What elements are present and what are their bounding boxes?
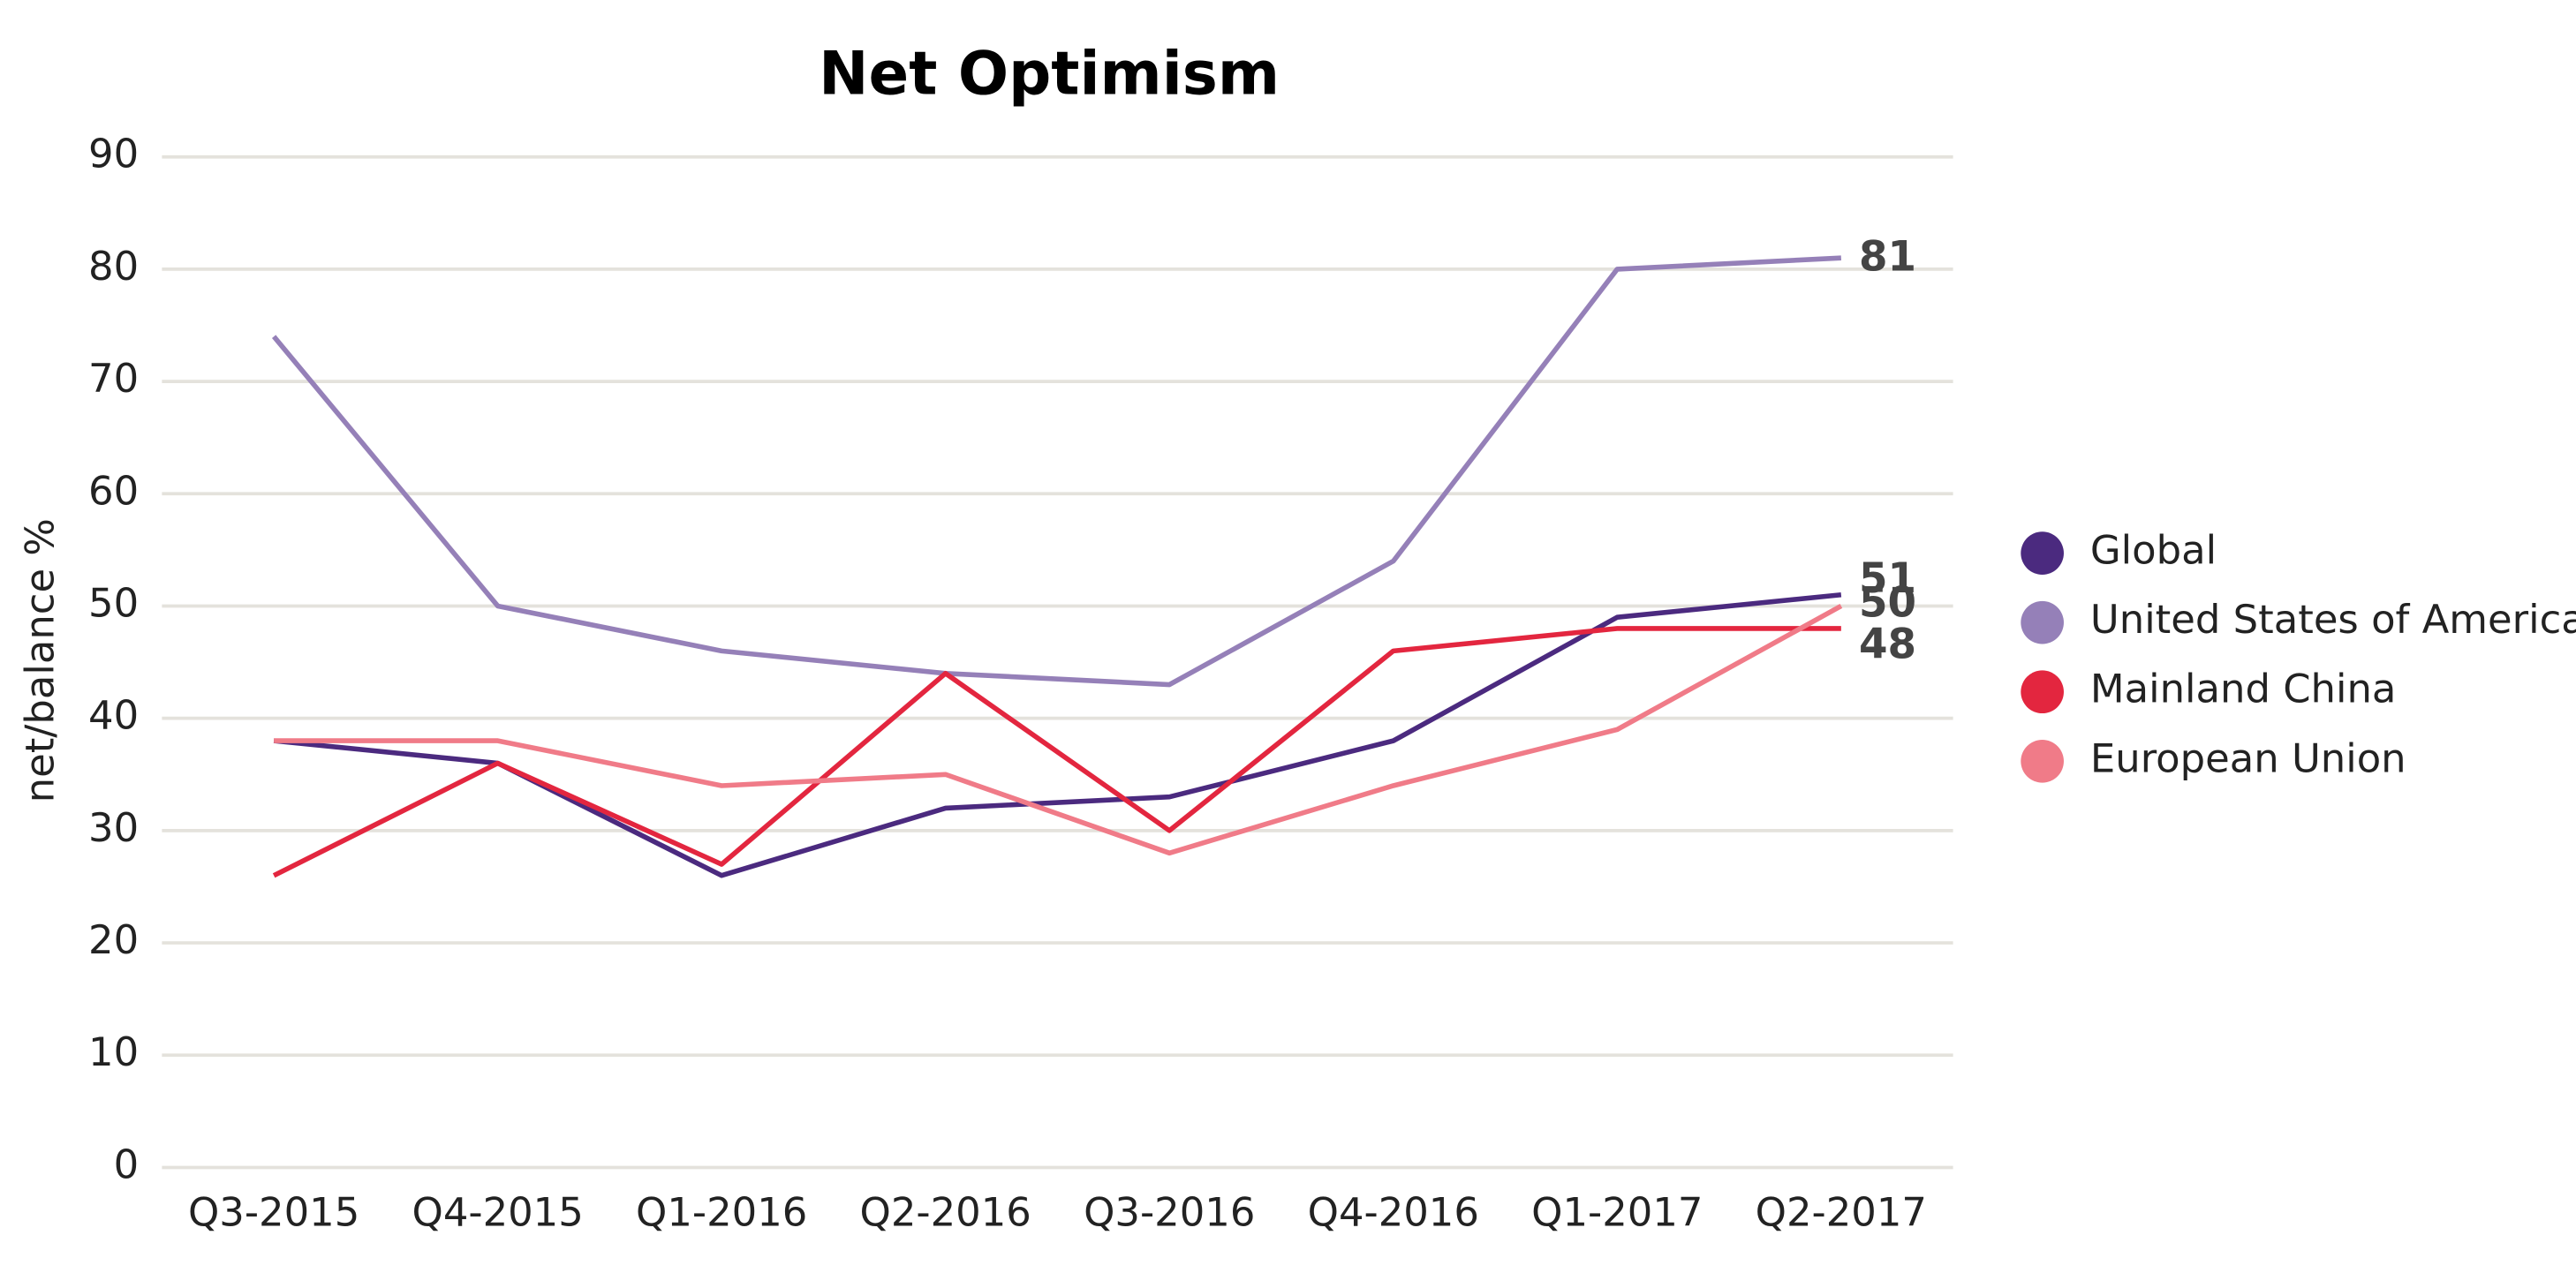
x-tick-label: Q4-2016 (1308, 1189, 1479, 1236)
legend-label: United States of America (2090, 596, 2576, 643)
legend-swatch (2021, 531, 2064, 575)
end-label: 50 (1859, 580, 1916, 628)
legend-label: European Union (2090, 734, 2406, 781)
y-axis-label: net/balance % (17, 518, 64, 802)
legend-label: Global (2090, 527, 2217, 574)
y-tick-label: 10 (88, 1028, 139, 1075)
y-tick-label: 60 (88, 467, 139, 514)
y-tick-label: 0 (114, 1141, 140, 1187)
end-label: 51 (1859, 555, 1916, 603)
x-tick-label: Q4-2015 (412, 1189, 584, 1236)
series-line (272, 626, 1841, 878)
y-tick-label: 20 (88, 916, 139, 963)
legend-label: Mainland China (2090, 666, 2397, 712)
chart-title: Net Optimism (819, 38, 1280, 108)
series-line (271, 255, 1841, 688)
x-tick-label: Q2-2017 (1756, 1189, 1927, 1236)
x-tick-label: Q1-2016 (636, 1189, 807, 1236)
y-tick-label: 80 (88, 243, 139, 290)
y-tick-label: 70 (88, 355, 139, 402)
x-tick-label: Q3-2016 (1084, 1189, 1255, 1236)
y-tick-label: 50 (88, 579, 139, 626)
end-label: 81 (1859, 234, 1916, 282)
x-tick-label: Q1-2017 (1531, 1189, 1703, 1236)
x-tick-label: Q3-2015 (188, 1189, 359, 1236)
series-line (274, 604, 1843, 856)
y-tick-label: 30 (88, 804, 139, 851)
y-tick-label: 90 (88, 131, 139, 177)
legend-swatch (2021, 739, 2064, 783)
y-tick-label: 40 (88, 692, 139, 739)
x-tick-label: Q2-2016 (860, 1189, 1031, 1236)
end-label: 48 (1859, 621, 1916, 668)
series-line (273, 591, 1842, 878)
legend-swatch (2021, 670, 2064, 714)
legend-swatch (2021, 600, 2064, 644)
